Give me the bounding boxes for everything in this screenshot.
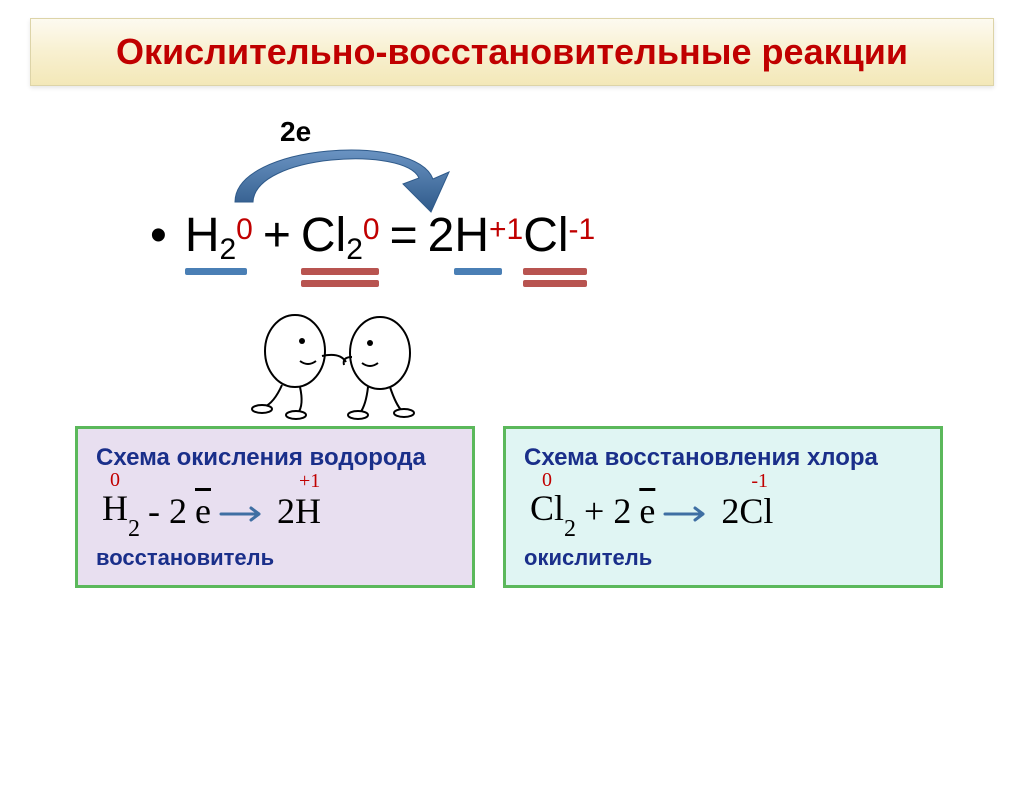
term-cl-right: Cl-1 (523, 208, 595, 263)
reduction-equation: 0 Cl2 + 2е -1 2Cl (530, 487, 922, 535)
eq-cl: Cl (301, 208, 346, 263)
ox-prod-coef: 2 (277, 491, 295, 531)
ox-minus-2: - 2 (148, 490, 187, 532)
oxidation-box: Схема окисления водорода 0 H2 - 2е +1 2H… (75, 426, 475, 588)
term-cl2: Cl20 (301, 208, 380, 263)
underline-cl-r-b (523, 280, 587, 287)
eq-cl-sup: 0 (363, 213, 380, 247)
eq-h-r: H (454, 208, 489, 263)
egg-characters-icon (240, 301, 430, 426)
ox-state-right-h: +1 (299, 470, 320, 493)
equation-area: 2е • H20 + Cl20 = 2 H+1 (150, 146, 1024, 426)
eq-cl-r-sup: -1 (569, 213, 596, 247)
eq-plus: + (263, 208, 291, 263)
title-bar: Окислительно-восстановительные реакции (30, 18, 994, 86)
right-arrow-icon (663, 490, 713, 532)
underline-cl2-b (301, 280, 379, 287)
eq-h-sub: 2 (219, 233, 236, 267)
oxidation-role: восстановитель (96, 545, 454, 571)
page-title: Окислительно-восстановительные реакции (51, 31, 973, 73)
bullet: • (150, 208, 167, 263)
ox-prod: H (295, 491, 321, 531)
right-arrow-icon (219, 490, 269, 532)
reduction-role: окислитель (524, 545, 922, 571)
red-plus-2: + 2 (584, 490, 631, 532)
red-cl: Cl (530, 488, 564, 528)
eq-coef2: 2 (428, 208, 455, 263)
ox-h-sub: 2 (128, 516, 140, 542)
reduction-title: Схема восстановления хлора (524, 443, 922, 473)
eq-h-r-sup: +1 (489, 213, 523, 247)
red-state-right: -1 (751, 470, 768, 493)
eq-h: H (185, 208, 220, 263)
main-equation: • H20 + Cl20 = 2 H+1 Cl-1 (150, 208, 595, 263)
electron-transfer-arrow (205, 124, 465, 219)
underline-cl2-a (301, 268, 379, 275)
underline-h2 (185, 268, 247, 275)
red-prod-coef: 2 (721, 491, 739, 531)
ox-e: е (195, 490, 211, 532)
eq-cl-sub: 2 (346, 233, 363, 267)
ox-h: H (102, 488, 128, 528)
red-prod: Cl (739, 491, 773, 531)
red-e: е (639, 490, 655, 532)
term-h-right: H+1 (454, 208, 523, 263)
oxidation-equation: 0 H2 - 2е +1 2H (102, 487, 454, 535)
underline-cl-r-a (523, 268, 587, 275)
red-cl-sub: 2 (564, 516, 576, 542)
reduction-box: Схема восстановления хлора 0 Cl2 + 2е -1… (503, 426, 943, 588)
eq-cl-r: Cl (523, 208, 568, 263)
half-reaction-boxes: Схема окисления водорода 0 H2 - 2е +1 2H… (75, 426, 1024, 588)
underline-h-r (454, 268, 502, 275)
term-h2: H20 (185, 208, 253, 263)
eq-h-sup: 0 (236, 213, 253, 247)
oxidation-title: Схема окисления водорода (96, 443, 454, 473)
eq-equals: = (390, 208, 418, 263)
